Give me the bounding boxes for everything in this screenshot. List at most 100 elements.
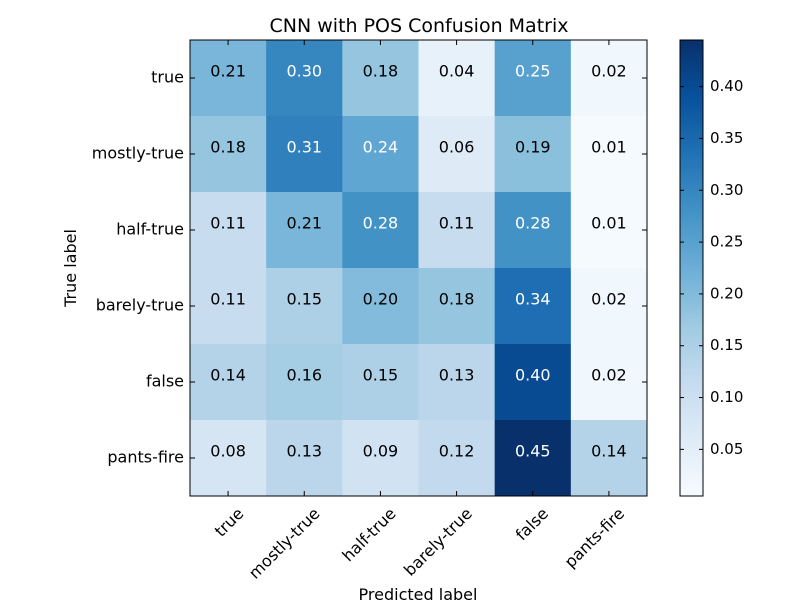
cell-value-label: 0.04 bbox=[439, 62, 475, 81]
cell-value-label: 0.06 bbox=[439, 138, 475, 157]
heatmap-cell bbox=[570, 268, 648, 345]
y-tick-label: half-true bbox=[116, 220, 184, 239]
colorbar-tick-label: 0.40 bbox=[710, 77, 743, 95]
heatmap-cell bbox=[342, 40, 419, 117]
x-tick-label: pants-fire bbox=[561, 504, 629, 572]
heatmap-cell bbox=[190, 420, 267, 497]
heatmap-cell bbox=[266, 268, 343, 345]
cell-value-label: 0.11 bbox=[210, 290, 246, 309]
heatmap-cell-labels: 0.21 0.30 0.18 0.04 0.25 0.02 0.18 0.31 0.24 0.06… bbox=[210, 62, 626, 461]
cell-value-label: 0.11 bbox=[210, 214, 246, 233]
cell-value-label: 0.24 bbox=[363, 138, 399, 157]
y-tick-label: false bbox=[146, 372, 184, 391]
cell-value-label: 0.09 bbox=[363, 442, 399, 461]
heatmap-cell bbox=[266, 40, 343, 117]
heatmap-cell bbox=[342, 420, 419, 497]
cell-value-label: 0.14 bbox=[591, 442, 627, 461]
cell-value-label: 0.11 bbox=[439, 214, 475, 233]
cell-value-label: 0.31 bbox=[286, 138, 322, 157]
cell-value-label: 0.40 bbox=[515, 366, 551, 385]
heatmap-cell bbox=[570, 420, 648, 497]
heatmap-cell bbox=[494, 40, 572, 117]
cell-value-label: 0.45 bbox=[515, 442, 551, 461]
heatmap-cell bbox=[190, 268, 267, 345]
cell-value-label: 0.15 bbox=[363, 366, 399, 385]
heatmap-cell bbox=[570, 40, 648, 117]
heatmap-cell bbox=[494, 116, 572, 193]
cell-value-label: 0.01 bbox=[591, 138, 627, 157]
cell-value-label: 0.18 bbox=[439, 290, 475, 309]
x-tick-label: barely-true bbox=[400, 504, 476, 580]
colorbar-tick-label: 0.10 bbox=[710, 388, 743, 406]
heatmap-cell bbox=[418, 40, 496, 117]
chart-title: CNN with POS Confusion Matrix bbox=[270, 15, 569, 37]
cell-value-label: 0.15 bbox=[286, 290, 322, 309]
heatmap-cell bbox=[418, 344, 496, 421]
heatmap-cell bbox=[342, 344, 419, 421]
heatmap-cell bbox=[266, 420, 343, 497]
colorbar-tick-label: 0.20 bbox=[710, 284, 743, 302]
heatmap-cell bbox=[570, 116, 648, 193]
heatmap-cell bbox=[418, 116, 496, 193]
cell-value-label: 0.12 bbox=[439, 442, 475, 461]
cell-value-label: 0.01 bbox=[591, 214, 627, 233]
heatmap-cell bbox=[266, 344, 343, 421]
heatmap-cell bbox=[570, 192, 648, 269]
cell-value-label: 0.02 bbox=[591, 366, 627, 385]
heatmap-cell bbox=[494, 268, 572, 345]
heatmap-cell bbox=[342, 268, 419, 345]
cell-value-label: 0.08 bbox=[210, 442, 246, 461]
colorbar-tick-label: 0.15 bbox=[710, 336, 743, 354]
cell-value-label: 0.28 bbox=[363, 214, 399, 233]
cell-value-label: 0.19 bbox=[515, 138, 551, 157]
cell-value-label: 0.25 bbox=[515, 62, 551, 81]
heatmap-cell bbox=[418, 268, 496, 345]
cell-value-label: 0.16 bbox=[286, 366, 322, 385]
colorbar-tick-label: 0.30 bbox=[710, 181, 743, 199]
colorbar bbox=[679, 39, 704, 497]
y-tick-label: pants-fire bbox=[107, 448, 184, 467]
heatmap-cell bbox=[266, 116, 343, 193]
y-tick-label: mostly-true bbox=[92, 144, 184, 163]
heatmap-cell bbox=[190, 40, 267, 117]
cell-value-label: 0.30 bbox=[286, 62, 322, 81]
cell-value-label: 0.18 bbox=[363, 62, 399, 81]
cell-value-label: 0.02 bbox=[591, 290, 627, 309]
heatmap-cell bbox=[570, 344, 648, 421]
axis-ticks bbox=[190, 40, 647, 496]
heatmap-cell bbox=[190, 116, 267, 193]
cell-value-label: 0.02 bbox=[591, 62, 627, 81]
y-tick-label: barely-true bbox=[96, 296, 184, 315]
cell-value-label: 0.34 bbox=[515, 290, 551, 309]
cell-value-label: 0.21 bbox=[210, 62, 246, 81]
cell-value-label: 0.21 bbox=[286, 214, 322, 233]
heatmap-cell bbox=[342, 116, 419, 193]
heatmap-cell bbox=[190, 192, 267, 269]
heatmap-cell bbox=[190, 344, 267, 421]
colorbar-tick-label: 0.05 bbox=[710, 440, 743, 458]
cell-value-label: 0.18 bbox=[210, 138, 246, 157]
cell-value-label: 0.13 bbox=[286, 442, 322, 461]
cell-value-label: 0.14 bbox=[210, 366, 246, 385]
x-axis-label: Predicted label bbox=[359, 585, 478, 600]
cell-value-label: 0.28 bbox=[515, 214, 551, 233]
x-tick-label: mostly-true bbox=[245, 504, 324, 583]
heatmap-cell bbox=[342, 192, 419, 269]
heatmap-cell bbox=[494, 420, 572, 497]
heatmap-cell bbox=[266, 192, 343, 269]
colorbar-ticks: 0.05 0.10 0.15 0.20 0.25 0.30 0.35 0.40 bbox=[680, 77, 743, 458]
cell-value-label: 0.20 bbox=[363, 290, 399, 309]
heatmap-cells bbox=[190, 40, 648, 497]
heatmap-cell bbox=[494, 192, 572, 269]
heatmap-cell bbox=[418, 420, 496, 497]
x-tick-label: half-true bbox=[338, 504, 399, 565]
heatmap-cell bbox=[418, 192, 496, 269]
y-axis-label: True label bbox=[61, 229, 80, 308]
x-tick-label: true bbox=[211, 504, 248, 541]
x-tick-label: false bbox=[512, 504, 552, 544]
y-axis-tick-labels: true mostly-true half-true barely-true false… bbox=[92, 68, 184, 467]
y-tick-label: true bbox=[151, 68, 184, 87]
heatmap-cell bbox=[494, 344, 572, 421]
